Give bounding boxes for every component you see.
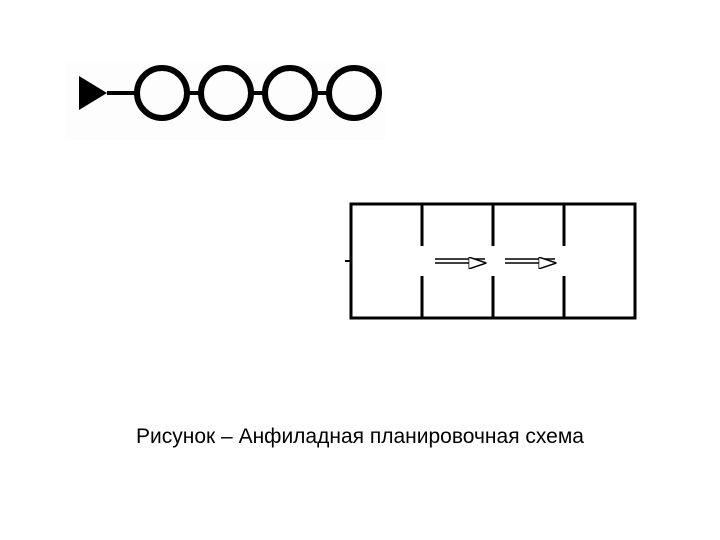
plan-diagram (345, 198, 641, 324)
chain-diagram (65, 62, 385, 140)
diagram-canvas: Рисунок – Анфиладная планировочная схема (0, 0, 720, 540)
figure-caption: Рисунок – Анфиладная планировочная схема (0, 425, 720, 449)
